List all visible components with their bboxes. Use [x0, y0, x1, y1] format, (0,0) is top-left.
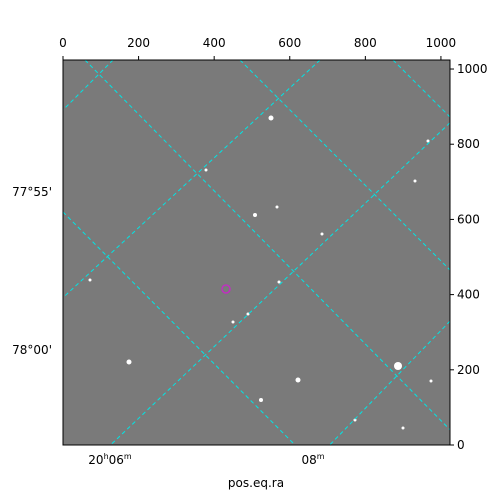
x-tick-label: 0 [59, 36, 67, 50]
dec-tick-label: 78°00' [12, 343, 52, 357]
x-tick-label: 600 [278, 36, 301, 50]
plot-frame [62, 59, 451, 446]
x-axis-label: pos.eq.ra [228, 476, 284, 490]
x-tick-label: 800 [354, 36, 377, 50]
dec-tick-label: 77°55' [12, 185, 52, 199]
ra-tick-label: 08m [301, 452, 324, 467]
x-tick-label: 400 [203, 36, 226, 50]
x-tick-label: 200 [127, 36, 150, 50]
target-marker [221, 284, 231, 294]
y-tick-label: 600 [457, 212, 480, 226]
y-tick-label: 0 [457, 438, 465, 452]
y-tick-label: 800 [457, 137, 480, 151]
sky-image [63, 60, 450, 445]
coordinate-grid [63, 60, 450, 445]
stars [63, 60, 450, 445]
y-tick-label: 1000 [457, 62, 488, 76]
dec-axis: 77°55' 78°00' [12, 185, 52, 357]
y-tick-label: 200 [457, 363, 480, 377]
y-tick-label: 400 [457, 288, 480, 302]
ra-tick-label: 20h06m [88, 452, 132, 467]
x-tick-label: 1000 [426, 36, 457, 50]
